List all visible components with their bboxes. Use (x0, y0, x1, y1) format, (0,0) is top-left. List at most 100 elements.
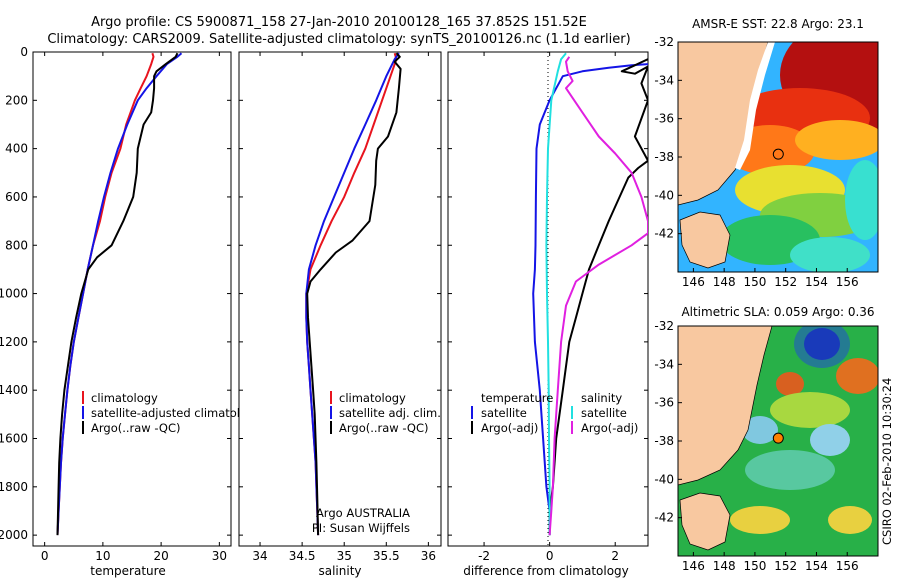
difference-depth-ticks (448, 51, 648, 536)
depth-tick-label: 600 (5, 190, 28, 204)
x-tick-label: 35.5 (373, 549, 400, 563)
legend-label-climatology: climatology (91, 391, 158, 405)
salinity-panel: 34 34.5 35 35.5 36 salinity climatology sate… (238, 51, 442, 578)
side-label: CSIRO 02-Feb-2010 10:30:24 (880, 377, 894, 545)
latitude-tick-label: -36 (654, 112, 674, 126)
difference-lines (532, 52, 648, 536)
depth-tick-label: 1600 (0, 432, 28, 446)
depth-tick-label: 1000 (0, 287, 28, 301)
latitude-tick-label: -42 (654, 227, 674, 241)
sst-map-field (678, 42, 878, 272)
latitude-tick-label: -34 (654, 357, 674, 371)
difference-panel: -2 0 2 difference from climatology tempera… (447, 51, 649, 578)
sla-map: Altimetric SLA: 0.059 Argo: 0.36 146 148 1… (654, 305, 879, 573)
salinity-axes (238, 51, 442, 547)
legend-label-satellite: satellite adj. clim. (339, 406, 441, 420)
depth-tick-label: 1200 (0, 335, 28, 349)
temperature-axes (32, 51, 232, 547)
argo-position-marker (772, 432, 784, 444)
x-tick-label: -2 (478, 549, 490, 563)
x-tick-label: 30 (212, 549, 227, 563)
sla-map-title: Altimetric SLA: 0.059 Argo: 0.36 (681, 305, 874, 319)
difference-xlabel: difference from climatology (463, 564, 629, 578)
temperature-panel: 0 200 400 600 800 1000 1200 1400 1600 1800 2000 0 1… (0, 45, 261, 578)
legend-title-temperature: temperature (481, 391, 553, 405)
depth-tick-label: 400 (5, 142, 28, 156)
legend-label-climatology: climatology (339, 391, 406, 405)
depth-tick-label: 0 (20, 45, 28, 59)
temperature-ticks: 0 10 20 30 (41, 52, 227, 563)
x-tick-label: 35 (337, 549, 352, 563)
latitude-tick-label: -38 (654, 150, 674, 164)
longitude-tick-label: 152 (774, 559, 797, 573)
salinity-depth-ticks (239, 51, 441, 536)
longitude-tick-label: 152 (774, 275, 797, 289)
sst-map-title: AMSR-E SST: 22.8 Argo: 23.1 (692, 17, 864, 31)
legend-label-argo: Argo(..raw -QC) (91, 421, 181, 435)
longitude-tick-label: 148 (713, 275, 736, 289)
x-tick-label: 0 (41, 549, 49, 563)
legend-label-t-satellite: satellite (481, 406, 527, 420)
x-tick-label: 0 (546, 549, 554, 563)
legend-label-satellite: satellite-adjusted climatology (91, 406, 261, 420)
sst-map: AMSR-E SST: 22.8 Argo: 23.1 146 148 150 152… (654, 17, 879, 289)
annotation-line2: PI: Susan Wijffels (312, 521, 410, 535)
longitude-tick-label: 146 (682, 275, 705, 289)
depth-tick-label: 2000 (0, 528, 28, 542)
depth-tick-label: 200 (5, 93, 28, 107)
latitude-tick-label: -40 (654, 472, 674, 486)
x-tick-label: 34 (252, 549, 267, 563)
legend-label-argo: Argo(..raw -QC) (339, 421, 429, 435)
series-line-argo-raw-qc (56, 52, 179, 536)
temperature-xlabel: temperature (90, 564, 165, 578)
latitude-tick-label: -32 (654, 35, 674, 49)
depth-tick-label: 800 (5, 238, 28, 252)
legend-label-s-argo: Argo(-adj) (581, 421, 638, 435)
series-line-satellite (545, 52, 567, 536)
longitude-tick-label: 156 (836, 275, 859, 289)
temperature-legend: climatology satellite-adjusted climatolo… (82, 391, 261, 435)
sst-latitude-ticks: -32 -34 -36 -38 -40 -42 (654, 35, 682, 241)
annotation-line1: Argo AUSTRALIA (316, 506, 410, 520)
series-line-satellite-adj-clim (305, 52, 400, 536)
series-line-argo-adj (548, 56, 648, 536)
latitude-tick-label: -32 (654, 319, 674, 333)
sla-longitude-ticks: 146 148 150 152 154 156 (682, 552, 859, 573)
longitude-tick-label: 154 (805, 275, 828, 289)
depth-tick-label: 1400 (0, 383, 28, 397)
x-tick-label: 36 (421, 549, 436, 563)
sst-longitude-ticks: 146 148 150 152 154 156 (682, 268, 859, 289)
salinity-legend: climatology satellite adj. clim. Argo(..… (330, 391, 441, 435)
salinity-xlabel: salinity (318, 564, 361, 578)
longitude-tick-label: 156 (836, 559, 859, 573)
x-tick-label: 2 (611, 549, 619, 563)
header-line1: Argo profile: CS 5900871_158 27-Jan-2010… (91, 15, 587, 30)
legend-title-salinity: salinity (581, 391, 622, 405)
series-line-satellite-adjusted-climatology (56, 52, 183, 536)
latitude-tick-label: -34 (654, 73, 674, 87)
depth-tick-label: 1800 (0, 480, 28, 494)
latitude-tick-label: -38 (654, 434, 674, 448)
sla-latitude-ticks: -32 -34 -36 -38 -40 -42 (654, 319, 682, 525)
salinity-ticks: 34 34.5 35 35.5 36 (252, 52, 436, 563)
legend-label-t-argo: Argo(-adj) (481, 421, 538, 435)
series-line-argo-raw-qc (306, 52, 402, 536)
temperature-lines (56, 52, 183, 536)
longitude-tick-label: 146 (682, 559, 705, 573)
longitude-tick-label: 150 (743, 559, 766, 573)
x-tick-label: 20 (153, 549, 168, 563)
longitude-tick-label: 150 (743, 275, 766, 289)
depth-ticks: 0 200 400 600 800 1000 1200 1400 1600 1800 2000 (0, 45, 231, 542)
legend-label-s-satellite: satellite (581, 406, 627, 420)
difference-legend: temperature satellite Argo(-adj) salinit… (471, 391, 638, 435)
latitude-tick-label: -42 (654, 511, 674, 525)
series-line-satellite (532, 63, 648, 536)
x-tick-label: 34.5 (289, 549, 316, 563)
header-line2: Climatology: CARS2009. Satellite-adjuste… (47, 32, 630, 47)
series-line-argo-adj (548, 58, 648, 536)
latitude-tick-label: -36 (654, 396, 674, 410)
x-tick-label: 10 (95, 549, 110, 563)
argo-position-marker (772, 148, 784, 160)
salinity-lines (305, 52, 402, 536)
